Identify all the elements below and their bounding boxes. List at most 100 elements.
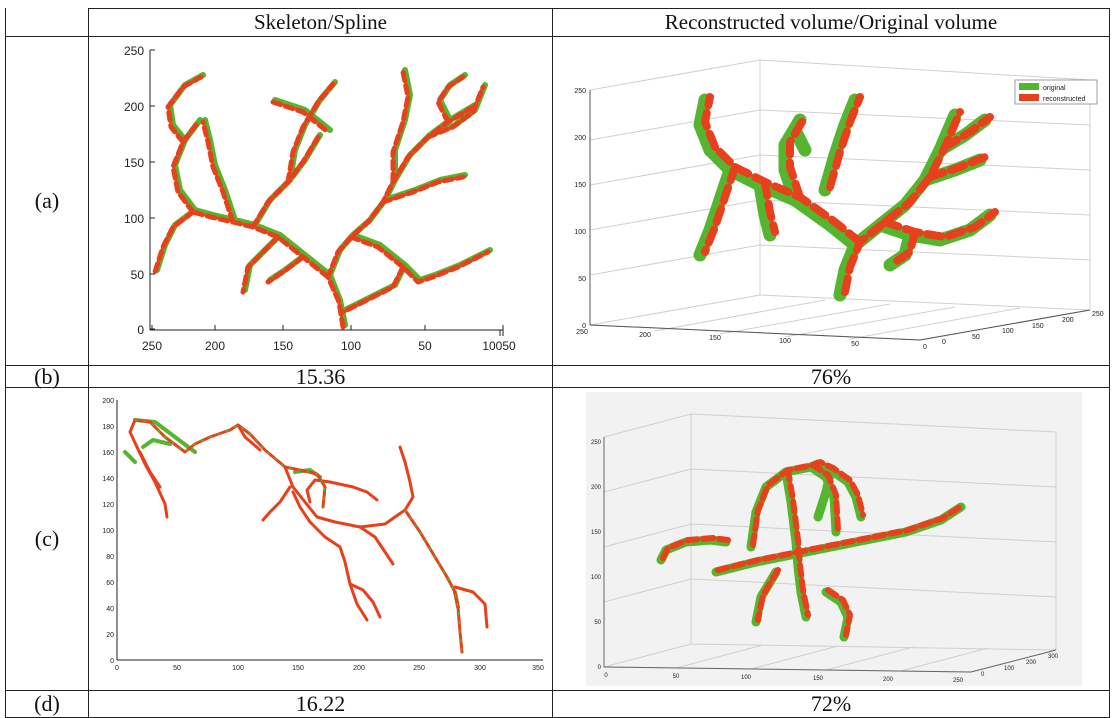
x-tick: 200: [639, 332, 651, 339]
y-tick: 0: [137, 323, 144, 337]
y-tick: 140: [102, 476, 114, 483]
z-tick: 150: [574, 182, 586, 189]
y-tick: 160: [102, 450, 114, 457]
y-tick: 180: [102, 424, 114, 431]
x-tick: 250: [953, 678, 964, 684]
header-skeleton-spline: Skeleton/Spline: [254, 9, 387, 34]
x-tick: 50: [673, 674, 680, 680]
y-tick: 50: [972, 334, 980, 341]
x-tick: 250: [142, 339, 162, 353]
x-tick: 300: [474, 665, 486, 672]
y-tick: 50: [131, 268, 145, 282]
x-tick: 100: [741, 675, 752, 681]
x-tick-labels: 250 200 150 100 50 0: [576, 329, 927, 351]
y-tick-labels: 0 100 200 300: [981, 654, 1059, 678]
y-tick-marks: [150, 49, 426, 330]
y-tick: 250: [1092, 311, 1104, 318]
y-tick: 300: [1048, 654, 1059, 660]
z-tick: 250: [591, 440, 602, 446]
table-divider-label-col: [88, 8, 89, 718]
x-tick: 350: [532, 665, 544, 672]
x-tick: 10050: [482, 339, 516, 353]
x-tick: 0: [115, 665, 119, 672]
y-tick: 0: [981, 672, 985, 678]
row-label-a: (a): [34, 188, 60, 213]
skeleton-plot-c: 0 20 40 60 80 100 120 140 160 180 200 0 …: [95, 392, 550, 686]
table-border-top: [88, 8, 1110, 9]
volume-ratio-d: 72%: [810, 691, 852, 716]
table-divider-row-c: [5, 690, 1110, 691]
plot-axes: [149, 50, 504, 336]
x-tick: 50: [418, 339, 432, 353]
vessel-tree-red: [152, 69, 491, 330]
y-tick: 0: [110, 658, 114, 665]
y-tick: 80: [106, 554, 114, 561]
legend-reconstructed: reconstructed: [1043, 96, 1086, 103]
y-tick: 120: [102, 502, 114, 509]
x-tick-labels: 250 200 150 100 50 10050: [142, 339, 516, 353]
x-tick: 50: [173, 665, 181, 672]
y-tick: 40: [106, 606, 114, 613]
y-tick: 200: [1062, 317, 1074, 324]
table-divider-row-b: [5, 387, 1110, 388]
x-tick: 150: [709, 335, 721, 342]
z-tick: 50: [578, 276, 586, 283]
y-tick: 100: [124, 212, 144, 226]
y-tick: 200: [1026, 660, 1037, 666]
vessel-curves-red: [128, 418, 489, 654]
x-tick: 0: [923, 344, 927, 351]
z-tick: 100: [574, 229, 586, 236]
y-tick: 0: [942, 339, 946, 346]
z-tick: 0: [582, 323, 586, 330]
y-tick-labels: 0 20 40 60 80 100 120 140 160 180 200: [102, 398, 114, 665]
y-tick-labels: 0 50 100 150 200 250: [124, 44, 144, 337]
x-tick: 0: [604, 673, 608, 679]
vessel-curves-red-overlay: [134, 419, 463, 653]
z-tick: 0: [598, 665, 602, 671]
plot-axes: [116, 400, 543, 661]
table-divider-row-a: [5, 365, 1110, 366]
x-tick-labels: 0 50 100 150 200 250 300 350: [115, 665, 544, 672]
x-tick: 100: [232, 665, 244, 672]
skeleton-ratio-d: 16.22: [295, 691, 346, 716]
volume-legend: original reconstructed: [1014, 79, 1098, 105]
x-tick: 100: [341, 339, 361, 353]
y-tick-labels: 0 50 100 150 200 250: [942, 311, 1104, 346]
z-tick: 250: [574, 88, 586, 95]
row-label-c: (c): [34, 526, 60, 551]
z-tick: 100: [591, 575, 602, 581]
y-tick: 150: [124, 156, 144, 170]
x-tick-labels: 0 50 100 150 200 250: [604, 673, 963, 684]
z-tick: 50: [594, 620, 601, 626]
x-tick: 150: [813, 676, 824, 682]
volume-ratio-b: 76%: [810, 363, 852, 389]
volume-tree-red: [701, 93, 999, 296]
y-tick: 150: [1032, 323, 1044, 330]
z-tick-labels: 0 50 100 150 200 250: [591, 440, 602, 671]
table-divider-mid: [552, 8, 553, 718]
z-tick: 150: [591, 530, 602, 536]
table-divider-header: [5, 36, 1110, 37]
y-tick: 100: [102, 528, 114, 535]
y-tick: 200: [102, 398, 114, 405]
axis-3d: [589, 90, 1091, 341]
x-tick: 200: [205, 339, 225, 353]
skeleton-ratio-b: 15.36: [295, 363, 346, 389]
y-tick: 100: [1004, 666, 1015, 672]
z-tick: 200: [574, 135, 586, 142]
x-tick: 250: [576, 329, 588, 336]
row-label-b: (b): [34, 363, 60, 389]
z-tick: 200: [591, 485, 602, 491]
volume-curves-red: [660, 459, 966, 638]
x-tick: 150: [273, 339, 293, 353]
volume-plot-c: 0 50 100 150 200 250 0 50 100 150 200 25…: [586, 392, 1082, 686]
header-volume-ratio: Reconstructed volume/Original volume: [664, 9, 998, 34]
x-tick: 50: [851, 341, 859, 348]
table-border-right: [1109, 8, 1110, 718]
axis-3d: [603, 437, 1057, 673]
y-tick: 60: [106, 580, 114, 587]
legend-original: original: [1043, 85, 1066, 92]
y-tick: 20: [106, 632, 114, 639]
skeleton-plot-a: 0 50 100 150 200 250 250 200 150 100 50 …: [95, 40, 545, 362]
